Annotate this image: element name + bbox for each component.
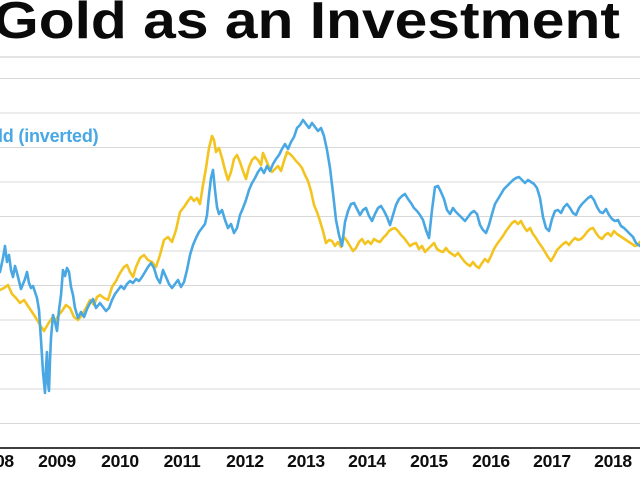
x-axis-tick-label: 2013 [287, 451, 325, 471]
legend-inverted-yield-label: ld (inverted) [0, 126, 99, 146]
series-gold-line [0, 134, 640, 333]
x-axis-tick-label: 2012 [226, 451, 264, 471]
x-axis-tick-label: 2009 [38, 451, 76, 471]
x-axis-tick-label: 2017 [533, 451, 571, 471]
series-inverted_yield-line [0, 118, 640, 395]
x-axis-tick-label: 2008 [0, 451, 14, 471]
x-axis-tick-label: 2014 [348, 451, 386, 471]
title-divider [0, 56, 640, 58]
x-axis-tick-label: 2010 [101, 451, 139, 471]
x-axis-tick-label: 2015 [410, 451, 448, 471]
x-axis-tick-label: 2011 [163, 451, 201, 471]
x-axis-tick-label: 2016 [472, 451, 510, 471]
x-axis-tick-label: 2018 [594, 451, 632, 471]
page-title: Gold as an Investment [0, 0, 620, 50]
